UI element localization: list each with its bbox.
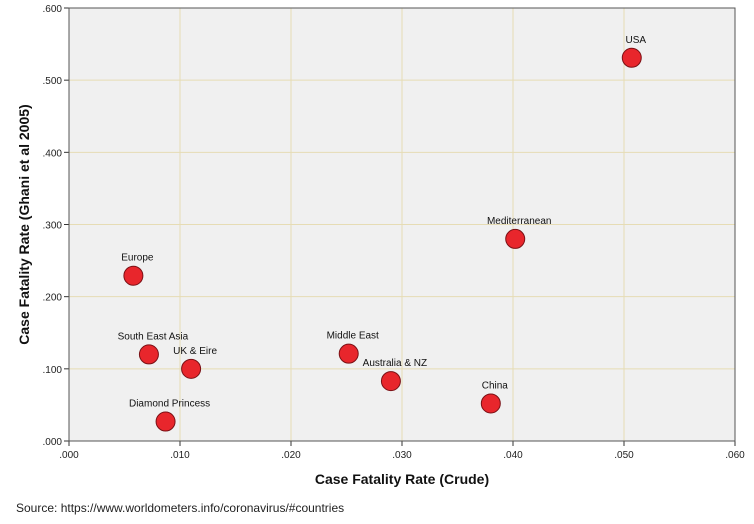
x-tick-label: .030 <box>392 450 412 461</box>
point-label: South East Asia <box>118 331 189 342</box>
data-point <box>155 411 176 432</box>
x-tick-label: .000 <box>59 450 79 461</box>
point-label: UK & Eire <box>173 346 217 357</box>
data-point <box>338 343 359 364</box>
point-label: Australia & NZ <box>363 358 427 369</box>
data-points <box>123 47 642 432</box>
y-tick-label: .300 <box>43 221 63 232</box>
data-point <box>138 344 159 365</box>
axes <box>64 7 736 446</box>
data-point <box>480 393 501 414</box>
x-axis-title: Case Fatality Rate (Crude) <box>315 471 489 487</box>
point-label: Mediterranean <box>487 216 551 227</box>
point-label: USA <box>625 35 646 46</box>
y-tick-label: .600 <box>43 4 63 15</box>
data-point <box>505 228 526 249</box>
y-tick-label: .500 <box>43 76 63 87</box>
data-point <box>621 47 642 68</box>
y-tick-label: .000 <box>43 437 63 448</box>
source-note: Source: https://www.worldometers.info/co… <box>16 501 344 515</box>
x-tick-label: .010 <box>170 450 190 461</box>
plot-frame <box>68 7 736 442</box>
point-label: Diamond Princess <box>129 399 210 410</box>
point-label: Middle East <box>327 331 379 342</box>
x-tick-label: .040 <box>503 450 523 461</box>
gridlines <box>69 8 735 441</box>
data-point <box>181 358 202 379</box>
tick-labels: .000 .010 .020 .030 .040 .050 .060 .000 .100 .200… <box>43 4 746 461</box>
x-tick-label: .050 <box>614 450 634 461</box>
point-label: Europe <box>121 253 154 264</box>
y-tick-label: .200 <box>43 293 63 304</box>
x-tick-label: .060 <box>725 450 745 461</box>
y-axis-title: Case Fatality Rate (Ghani et al 2005) <box>16 104 32 344</box>
y-tick-label: .400 <box>43 148 63 159</box>
x-tick-label: .020 <box>281 450 301 461</box>
point-label: China <box>482 380 509 391</box>
data-point <box>380 371 401 392</box>
y-tick-label: .100 <box>43 365 63 376</box>
point-labels: USA Mediterranean Europe South East Asia UK … <box>118 35 647 410</box>
data-point <box>123 265 144 286</box>
